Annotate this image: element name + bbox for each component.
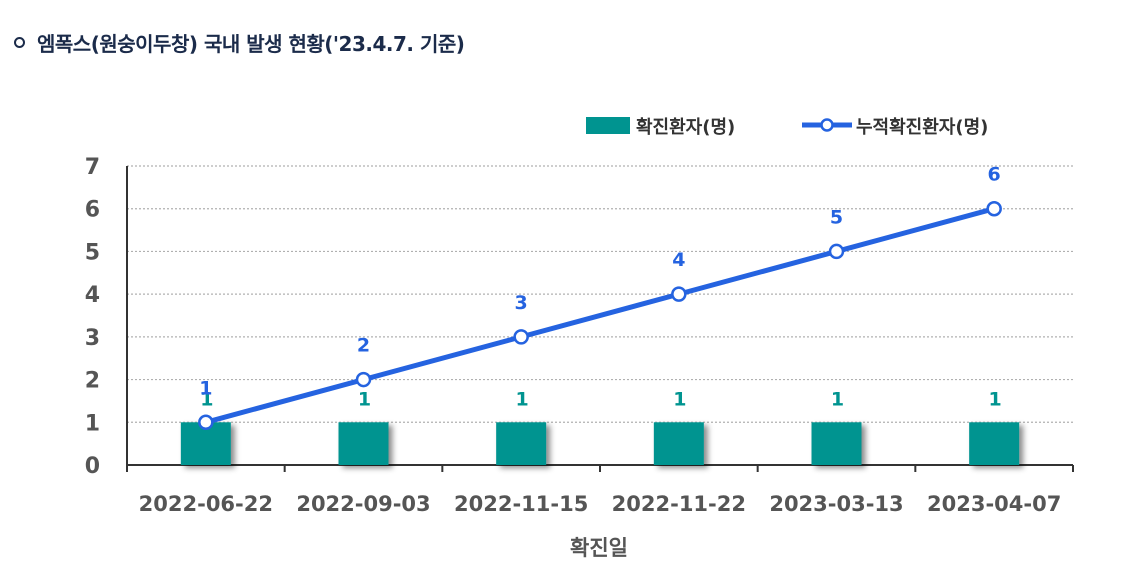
y-tick-label: 3 — [85, 326, 100, 351]
y-tick-label: 2 — [85, 369, 100, 394]
x-tick-label: 2022-09-03 — [296, 492, 430, 516]
bar-value-label: 1 — [200, 388, 213, 410]
legend-bar-label: 확진환자(명) — [636, 116, 735, 138]
y-tick-label: 5 — [85, 240, 100, 265]
line-point-2022-11-15 — [513, 329, 529, 345]
x-tick-label: 2023-04-07 — [927, 492, 1061, 516]
line-point-2022-11-22 — [671, 286, 687, 302]
line-point-2022-09-03 — [355, 371, 372, 388]
x-tick-label: 2022-11-15 — [454, 492, 588, 516]
line-point-2023-04-07 — [986, 200, 1002, 217]
cumulative-line — [203, 206, 997, 425]
line-value-label: 4 — [672, 249, 685, 271]
line-value-label: 3 — [515, 292, 528, 314]
x-tick-label: 2022-11-22 — [612, 492, 746, 516]
bar-2023-04-07 — [969, 422, 1020, 465]
bar-2022-11-15 — [496, 422, 547, 465]
y-tick-label: 0 — [85, 454, 100, 479]
bar-value-label: 1 — [831, 388, 844, 410]
legend-line-label: 누적확진환자(명) — [856, 116, 988, 138]
y-tick-label: 7 — [85, 155, 100, 180]
line-point-2023-03-13 — [828, 243, 845, 260]
bar-2022-09-03 — [338, 422, 389, 465]
bar-value-label: 1 — [989, 388, 1002, 410]
chart-header: 엠폭스(원숭이두창) 국내 발생 현황('23.4.7. 기준) — [14, 28, 465, 57]
y-tick-label: 4 — [85, 283, 100, 308]
x-tick-label: 2023-03-13 — [769, 492, 903, 516]
bullet-circle-icon — [14, 37, 25, 48]
page-title: 엠폭스(원숭이두창) 국내 발생 현황('23.4.7. 기준) — [37, 32, 465, 56]
bar-2022-11-22 — [653, 422, 704, 465]
line-point-2022-06-22 — [198, 414, 214, 431]
legend-bar-swatch — [586, 117, 630, 134]
y-tick-label: 6 — [85, 198, 100, 223]
line-value-label: 6 — [988, 164, 1001, 186]
bar-value-label: 1 — [673, 388, 686, 410]
x-tick-label: 2022-06-22 — [139, 492, 273, 516]
bar-value-label: 1 — [516, 388, 529, 410]
y-tick-label: 1 — [85, 411, 100, 436]
line-value-label: 5 — [830, 206, 843, 228]
legend-line-marker — [820, 118, 834, 132]
x-axis-title: 확진일 — [570, 536, 628, 560]
line-value-label: 2 — [357, 335, 370, 357]
bar-value-label: 1 — [358, 388, 371, 410]
line-value-label: 1 — [199, 377, 212, 399]
bar-2023-03-13 — [811, 422, 862, 465]
